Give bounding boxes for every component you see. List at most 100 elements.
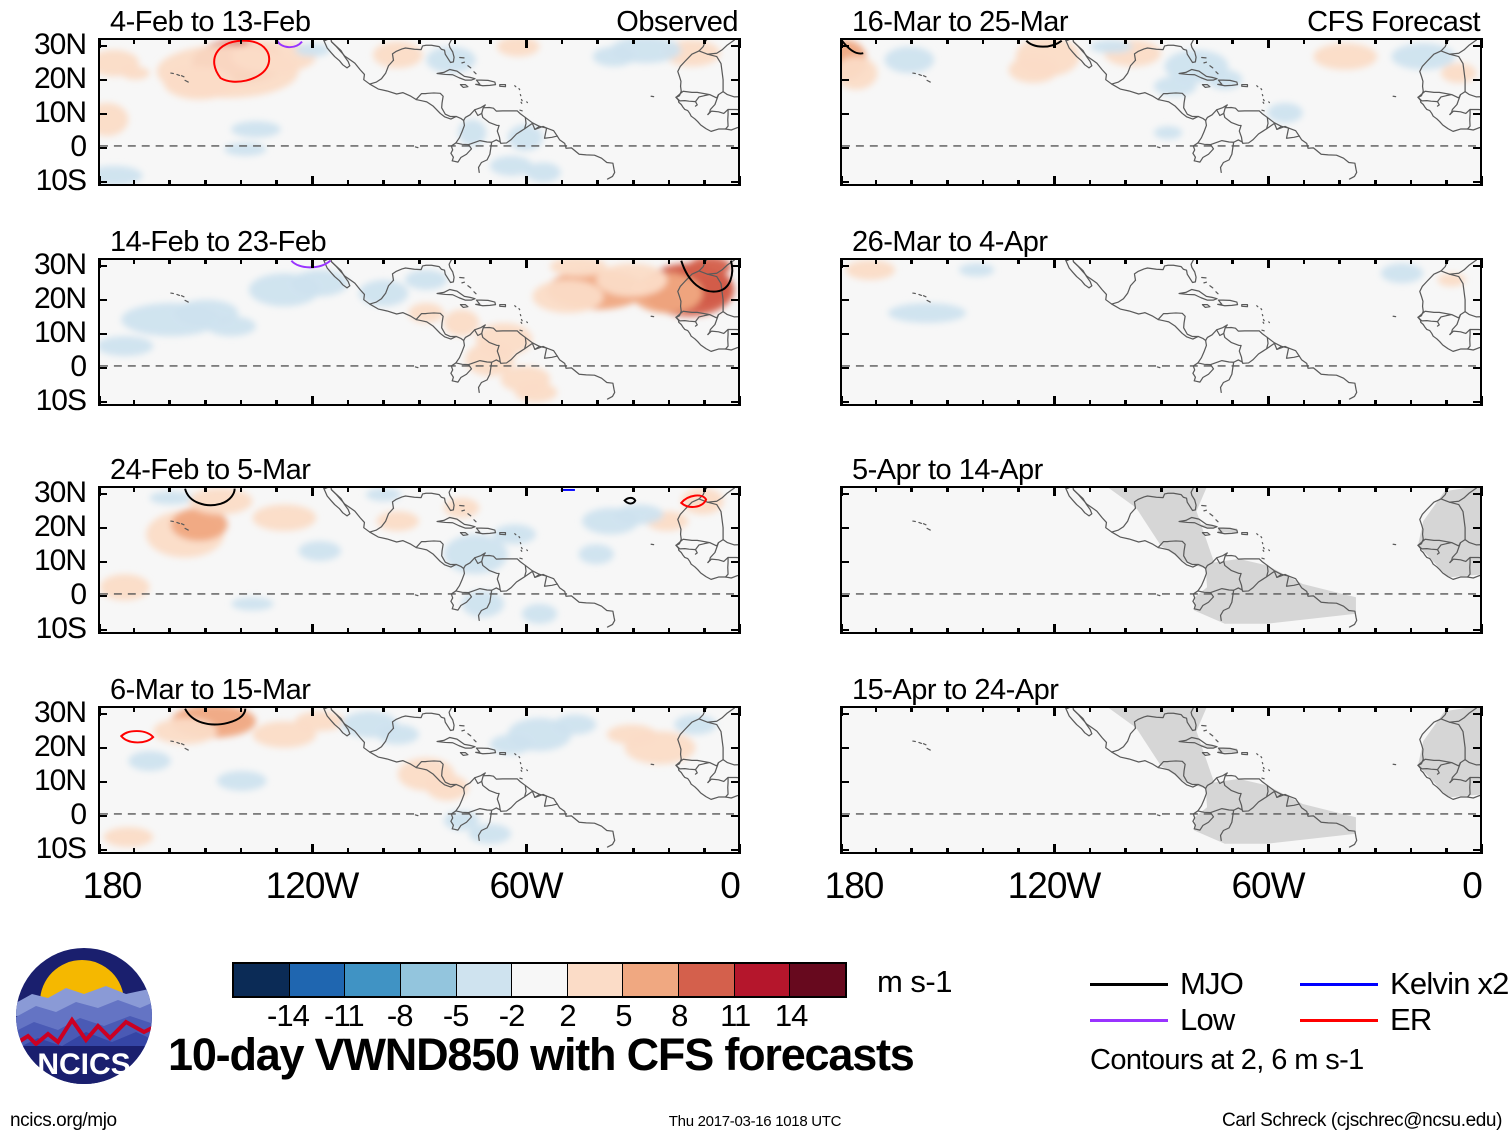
x-tick (239, 628, 243, 634)
x-tick (168, 628, 171, 634)
x-tick (738, 844, 741, 854)
x-tick (738, 38, 741, 48)
map-plot-area (98, 486, 740, 634)
x-tick (946, 486, 949, 492)
y-tick (1473, 712, 1482, 716)
x-tick (1267, 258, 1270, 268)
x-tick (946, 400, 949, 406)
ncics-logo[interactable]: NCICS (14, 946, 154, 1086)
map-canvas (100, 260, 738, 404)
x-tick (1124, 486, 1127, 492)
site-link[interactable]: ncics.org/mjo (10, 1110, 117, 1131)
x-tick (1302, 258, 1306, 264)
x-tick (1374, 258, 1377, 264)
y-tick (98, 560, 107, 564)
x-tick (738, 258, 741, 268)
x-tick (667, 38, 671, 44)
x-axis-tick-label: 60W (489, 865, 563, 906)
x-tick (1445, 38, 1448, 44)
y-tick (731, 78, 740, 82)
panel-title: 4-Feb to 13-Feb (110, 6, 311, 38)
y-tick (1473, 298, 1482, 302)
y-tick (1473, 780, 1482, 784)
x-tick (1231, 848, 1234, 854)
x-tick (1302, 400, 1306, 406)
x-tick (453, 706, 457, 712)
x-tick (418, 180, 421, 186)
x-tick (840, 844, 843, 854)
x-tick (946, 258, 949, 264)
colorbar-cell (623, 964, 680, 996)
x-tick (981, 258, 985, 264)
y-tick (98, 814, 107, 818)
x-tick (1160, 180, 1163, 186)
x-tick (738, 396, 741, 406)
x-tick (1124, 180, 1127, 186)
x-tick (98, 258, 101, 268)
x-tick (204, 400, 207, 406)
y-tick (731, 400, 740, 404)
x-tick (1195, 628, 1199, 634)
x-tick (1338, 180, 1341, 186)
map-svg (100, 260, 738, 404)
x-tick (168, 258, 171, 264)
x-tick (874, 180, 878, 186)
x-tick (703, 400, 706, 406)
map-canvas (842, 40, 1480, 184)
bottom-strip: ncics.org/mjo Thu 2017-03-16 1018 UTC Ca… (0, 1110, 1510, 1140)
y-tick (98, 264, 107, 268)
x-tick (874, 486, 878, 492)
x-tick (667, 180, 671, 186)
map-plot-area (98, 38, 740, 186)
y-tick (731, 298, 740, 302)
x-tick (1195, 180, 1199, 186)
x-tick (910, 38, 913, 44)
y-tick (731, 44, 740, 48)
x-tick (632, 38, 635, 44)
x-tick (874, 38, 878, 44)
colorbar-cell (679, 964, 735, 996)
y-tick (840, 594, 849, 598)
y-tick (98, 298, 107, 302)
x-tick (1480, 38, 1483, 48)
x-tick (874, 848, 878, 854)
y-tick (840, 146, 849, 150)
x-tick (1338, 706, 1341, 712)
x-tick (1374, 180, 1377, 186)
y-tick (1473, 628, 1482, 632)
x-tick (596, 628, 599, 634)
x-tick (840, 706, 843, 716)
y-tick (98, 628, 107, 632)
y-tick (731, 712, 740, 716)
x-tick (489, 38, 492, 44)
x-tick (311, 258, 314, 268)
x-tick (1017, 848, 1020, 854)
x-tick (560, 180, 564, 186)
x-tick (1088, 400, 1092, 406)
map-canvas (842, 260, 1480, 404)
colorbar-tick-label: 2 (559, 998, 576, 1033)
y-tick (98, 492, 107, 496)
x-tick (946, 706, 949, 712)
x-tick (346, 486, 350, 492)
x-tick (1338, 486, 1341, 492)
y-tick (1473, 112, 1482, 116)
x-tick (1409, 258, 1413, 264)
map-plot-area (98, 258, 740, 406)
x-tick (1088, 706, 1092, 712)
y-tick (731, 526, 740, 530)
y-tick (731, 146, 740, 150)
x-tick (453, 628, 457, 634)
x-tick (1409, 628, 1413, 634)
x-tick (1124, 400, 1127, 406)
x-tick (560, 38, 564, 44)
x-tick (1445, 486, 1448, 492)
y-tick (98, 526, 107, 530)
x-tick (874, 400, 878, 406)
x-tick (1124, 848, 1127, 854)
y-tick (98, 848, 107, 852)
x-tick (275, 486, 278, 492)
map-svg (100, 40, 738, 184)
x-tick (1053, 486, 1056, 496)
colorbar-cell (567, 964, 624, 996)
